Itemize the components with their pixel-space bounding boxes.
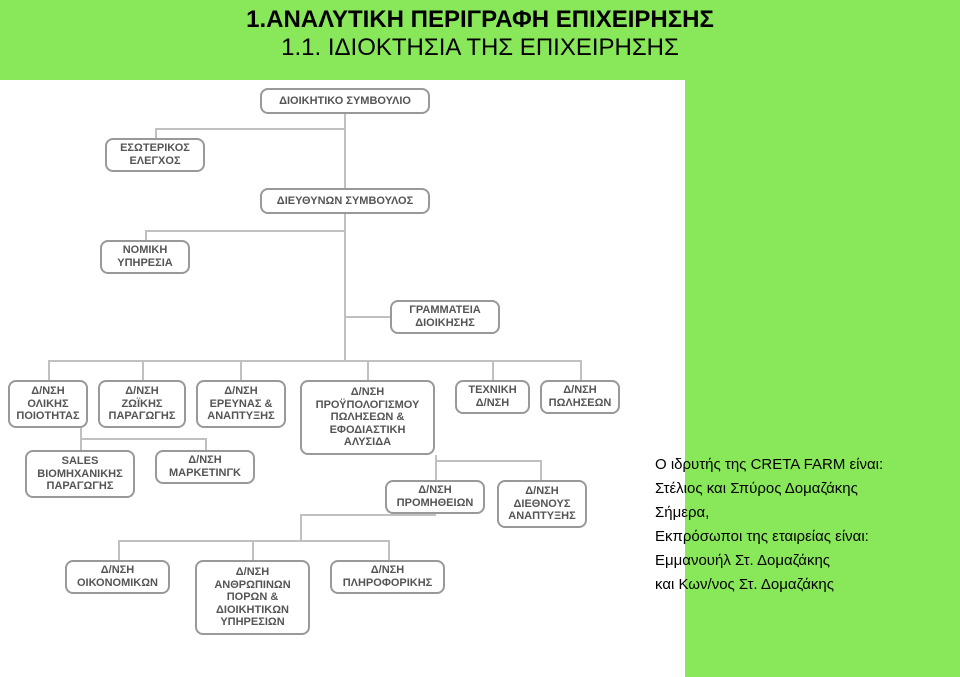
- org-chart-connector: [252, 540, 254, 560]
- org-chart-connector: [48, 360, 582, 362]
- org-chart: ΔΙΟΙΚΗΤΙΚΟ ΣΥΜΒΟΥΛΙΟ ΕΣΩΤΕΡΙΚΟΣ ΕΛΕΓΧΟΣ ΔΙ…: [0, 80, 685, 677]
- org-node-sales_viom: SALES ΒΙΟΜΗΧΑΝΙΚΗΣ ΠΑΡΑΓΩΓΗΣ: [25, 450, 135, 498]
- page-title-2: 1.1. ΙΔΙΟΚΤΗΣΙΑ ΤΗΣ ΕΠΙΧΕΙΡΗΣΗΣ: [0, 34, 960, 62]
- org-node-olikis: Δ/ΝΣΗ ΟΛΙΚΗΣ ΠΟΙΟΤΗΤΑΣ: [8, 380, 88, 428]
- info-line-2: Σήμερα,: [655, 501, 915, 525]
- org-chart-connector: [240, 360, 242, 380]
- org-chart-connector: [435, 455, 437, 480]
- org-node-proypol: Δ/ΝΣΗ ΠΡΟΫΠΟΛΟΓΙΣΜΟΥ ΠΩΛΗΣΕΩΝ & ΕΦΟΔΙΑΣΤ…: [300, 380, 435, 455]
- info-text-block: Ο ιδρυτής της CRETA FARM είναι:Στέλιος κ…: [655, 453, 915, 597]
- org-node-dioik_symv: ΔΙΟΙΚΗΤΙΚΟ ΣΥΜΒΟΥΛΙΟ: [260, 88, 430, 114]
- org-node-poliseon: Δ/ΝΣΗ ΠΩΛΗΣΕΩΝ: [540, 380, 620, 414]
- org-node-plirofor: Δ/ΝΣΗ ΠΛΗΡΟΦΟΡΙΚΗΣ: [330, 560, 445, 594]
- org-node-nomiki: ΝΟΜΙΚΗ ΥΠΗΡΕΣΙΑ: [100, 240, 190, 274]
- org-chart-connector: [540, 460, 542, 480]
- page-title-block: 1.ΑΝΑΛΥΤΙΚΗ ΠΕΡΙΓΡΑΦΗ ΕΠΙΧΕΙΡΗΣΗΣ 1.1. Ι…: [0, 6, 960, 62]
- org-node-marketing: Δ/ΝΣΗ ΜΑΡΚΕΤΙΝΓΚ: [155, 450, 255, 484]
- org-chart-connector: [118, 540, 390, 542]
- info-line-1: Στέλιος και Σπύρος Δομαζάκης: [655, 477, 915, 501]
- info-line-3: Εκπρόσωποι της εταιρείας είναι:: [655, 525, 915, 549]
- org-chart-connector: [145, 230, 147, 240]
- org-node-zoikis: Δ/ΝΣΗ ΖΩΪΚΗΣ ΠΑΡΑΓΩΓΗΣ: [98, 380, 186, 428]
- info-line-4: Εμμανουήλ Στ. Δομαζάκης: [655, 549, 915, 573]
- org-chart-connector: [145, 230, 345, 232]
- org-chart-inner: ΔΙΟΙΚΗΤΙΚΟ ΣΥΜΒΟΥΛΙΟ ΕΣΩΤΕΡΙΚΟΣ ΕΛΕΓΧΟΣ ΔΙ…: [0, 80, 685, 677]
- org-chart-connector: [48, 360, 50, 380]
- org-chart-connector: [435, 460, 541, 462]
- org-chart-connector: [367, 360, 369, 380]
- org-chart-connector: [300, 514, 436, 516]
- org-chart-connector: [580, 360, 582, 380]
- org-node-texniki: ΤΕΧΝΙΚΗ Δ/ΝΣΗ: [455, 380, 530, 414]
- org-chart-connector: [492, 360, 494, 380]
- org-node-promith: Δ/ΝΣΗ ΠΡΟΜΗΘΕΙΩΝ: [385, 480, 485, 514]
- org-node-diethnous: Δ/ΝΣΗ ΔΙΕΘΝΟΥΣ ΑΝΑΠΤΥΞΗΣ: [497, 480, 587, 528]
- org-node-grammateia: ΓΡΑΜΜΑΤΕΙΑ ΔΙΟΙΚΗΣΗΣ: [390, 300, 500, 334]
- info-line-5: και Κων/νος Στ. Δομαζάκης: [655, 573, 915, 597]
- org-chart-connector: [344, 114, 346, 188]
- org-chart-connector: [344, 316, 392, 318]
- org-chart-connector: [80, 438, 206, 440]
- org-node-esot_el: ΕΣΩΤΕΡΙΚΟΣ ΕΛΕΓΧΟΣ: [105, 138, 205, 172]
- org-chart-connector: [142, 360, 144, 380]
- org-chart-connector: [388, 540, 390, 560]
- org-node-ereynas: Δ/ΝΣΗ ΕΡΕΥΝΑΣ & ΑΝΑΠΤΥΞΗΣ: [196, 380, 286, 428]
- org-node-diey_symv: ΔΙΕΥΘΥΝΩΝ ΣΥΜΒΟΥΛΟΣ: [260, 188, 430, 214]
- org-chart-connector: [300, 514, 302, 542]
- info-line-0: Ο ιδρυτής της CRETA FARM είναι:: [655, 453, 915, 477]
- org-chart-connector: [118, 540, 120, 560]
- org-chart-connector: [155, 128, 345, 130]
- org-node-oikonom: Δ/ΝΣΗ ΟΙΚΟΝΟΜΙΚΩΝ: [65, 560, 170, 594]
- org-chart-connector: [155, 128, 157, 138]
- org-chart-connector: [344, 214, 346, 360]
- org-node-anthropinon: Δ/ΝΣΗ ΑΝΘΡΩΠΙΝΩΝ ΠΟΡΩΝ & ΔΙΟΙΚΗΤΙΚΩΝ ΥΠΗ…: [195, 560, 310, 635]
- page-title-1: 1.ΑΝΑΛΥΤΙΚΗ ΠΕΡΙΓΡΑΦΗ ΕΠΙΧΕΙΡΗΣΗΣ: [0, 6, 960, 34]
